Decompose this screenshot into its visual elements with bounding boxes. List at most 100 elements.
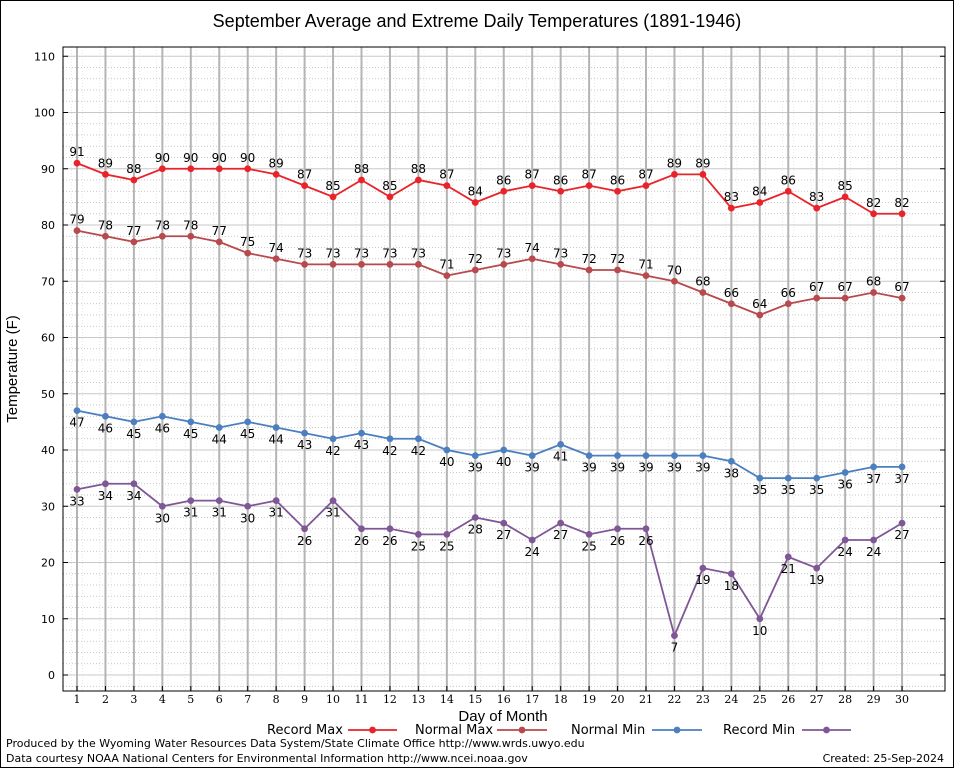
y-tick-label: 100 (34, 107, 55, 120)
data-label: 73 (325, 246, 340, 260)
data-label: 25 (439, 539, 454, 553)
y-tick-label: 40 (41, 444, 55, 457)
x-tick-label: 18 (554, 693, 568, 706)
data-label: 26 (382, 534, 397, 548)
data-label: 43 (297, 438, 312, 452)
data-label: 31 (183, 506, 198, 520)
data-point (727, 204, 735, 212)
data-point (187, 497, 195, 505)
data-label: 25 (411, 539, 426, 553)
data-point (471, 266, 479, 274)
data-label: 86 (553, 173, 568, 187)
y-tick-label: 50 (41, 388, 55, 401)
data-point (358, 429, 365, 437)
data-point (471, 514, 479, 521)
data-point (528, 182, 536, 190)
data-point (671, 170, 678, 178)
data-point (614, 187, 621, 195)
data-point (386, 260, 394, 268)
data-point (642, 272, 650, 280)
data-point (386, 193, 394, 201)
data-point (443, 530, 451, 538)
data-point (756, 199, 764, 206)
data-label: 30 (240, 511, 255, 525)
data-label: 89 (667, 156, 682, 170)
data-label: 31 (269, 506, 284, 520)
data-label: 37 (866, 472, 881, 486)
data-point (386, 435, 394, 443)
data-label: 35 (809, 483, 824, 497)
data-label: 41 (553, 449, 568, 463)
legend-marker-normal-max (518, 726, 526, 734)
data-label: 39 (581, 461, 596, 475)
data-label: 67 (838, 280, 853, 294)
y-tick-label: 60 (41, 332, 55, 345)
data-label: 71 (638, 258, 653, 272)
data-point (557, 187, 565, 195)
data-label: 73 (411, 246, 426, 260)
data-label: 39 (695, 461, 710, 475)
x-tick-label: 29 (867, 693, 881, 706)
data-point (215, 424, 223, 431)
data-point (358, 176, 365, 184)
data-point (784, 553, 792, 561)
data-point (898, 519, 906, 527)
data-label: 74 (269, 241, 284, 255)
data-point (329, 193, 337, 201)
x-axis-label: Day of Month (458, 708, 547, 725)
data-point (841, 536, 849, 544)
data-point (102, 480, 109, 488)
data-label: 70 (667, 263, 682, 277)
data-label: 18 (724, 579, 739, 593)
data-point (585, 452, 593, 460)
data-label: 46 (155, 421, 170, 435)
series-line-record-min (76, 482, 903, 639)
x-tick-label: 9 (301, 693, 308, 706)
data-point (841, 469, 849, 476)
data-label: 88 (126, 162, 141, 176)
x-tick-label: 30 (895, 693, 909, 706)
data-label: 68 (866, 275, 881, 289)
data-label: 86 (496, 173, 511, 187)
legend-marker-normal-min (673, 726, 681, 734)
data-point (187, 418, 195, 426)
data-point (130, 176, 138, 184)
data-point (870, 210, 877, 218)
footer-produced-by: Produced by the Wyoming Water Resources … (6, 737, 585, 750)
data-label: 66 (781, 286, 796, 300)
data-point (841, 294, 849, 302)
grid-layer (63, 47, 945, 691)
data-point (614, 452, 621, 460)
data-point (870, 289, 877, 296)
data-point (557, 519, 565, 527)
data-point (386, 525, 394, 533)
data-point (471, 199, 479, 206)
data-label: 34 (98, 489, 113, 503)
series-line-record-max (76, 162, 903, 215)
data-point (73, 407, 81, 415)
data-point (301, 525, 308, 533)
data-label: 85 (325, 179, 340, 193)
data-label: 91 (69, 145, 84, 159)
x-tick-label: 4 (159, 693, 166, 706)
data-point (870, 463, 877, 471)
data-label: 82 (866, 196, 881, 210)
data-point (244, 418, 252, 426)
legend-marker-record-max (369, 726, 376, 734)
legend-label-record-max: Record Max (267, 723, 343, 738)
data-label: 24 (866, 545, 881, 559)
data-label: 47 (69, 416, 84, 430)
legend-label-normal-min: Normal Min (571, 723, 645, 738)
data-label: 66 (724, 286, 739, 300)
data-label: 26 (297, 534, 312, 548)
data-point (471, 452, 479, 460)
data-point (898, 210, 906, 218)
data-label: 85 (838, 179, 853, 193)
data-label: 43 (354, 438, 369, 452)
data-label: 42 (382, 444, 397, 458)
data-point (756, 474, 764, 482)
data-point (784, 474, 792, 482)
data-label: 73 (496, 246, 511, 260)
data-point (898, 294, 906, 302)
data-label: 67 (894, 280, 909, 294)
